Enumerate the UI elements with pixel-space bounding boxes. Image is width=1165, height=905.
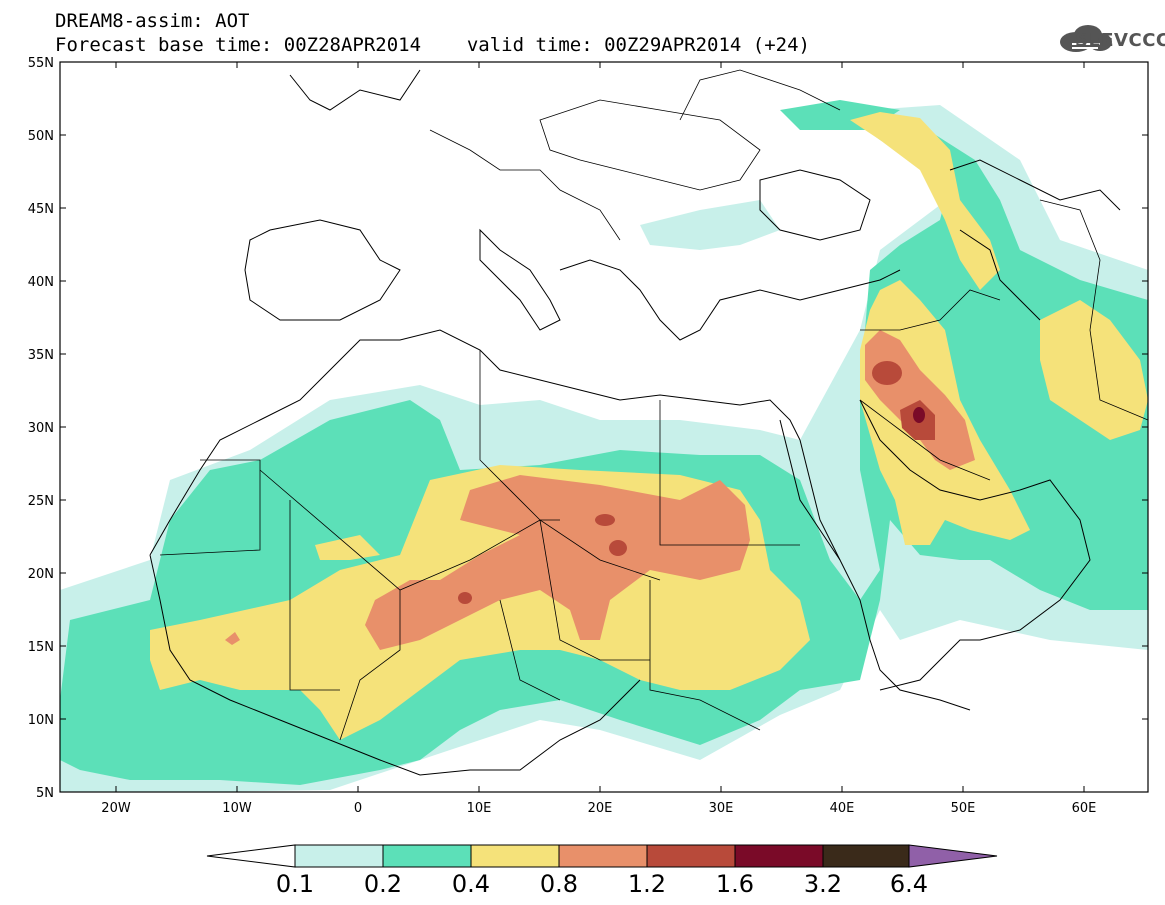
colorbar-bin-1.6-3.2 — [734, 844, 824, 868]
lon-label-20e: 20E — [588, 801, 613, 816]
logo-text: SEEVCCC — [1075, 30, 1165, 51]
valid-time: valid time: 00Z29APR2014 (+24) — [466, 34, 810, 56]
lat-label-20n: 20N — [28, 567, 54, 582]
lon-label-40e: 40E — [830, 801, 855, 816]
lon-label-20w: 20W — [101, 801, 131, 816]
lon-label-60e: 60E — [1072, 801, 1097, 816]
colorbar-label-1.2: 1.2 — [628, 870, 666, 898]
colorbar-bin-0.1-0.2 — [294, 844, 384, 868]
colorbar-label-0.2: 0.2 — [364, 870, 402, 898]
map-title: DREAM8-assim: AOT — [55, 10, 250, 32]
lon-label-50e: 50E — [951, 801, 976, 816]
colorbar-bin-0.8-1.2 — [558, 844, 648, 868]
lat-label-50n: 50N — [28, 129, 54, 144]
aot-field — [60, 62, 1148, 792]
lon-axis: 20W 10W 0 10E 20E 30E 40E 50E 60E — [101, 62, 1096, 816]
base-time: Forecast base time: 00Z28APR2014 — [55, 34, 422, 56]
lat-label-25n: 25N — [28, 494, 54, 509]
colorbar-over-triangle — [908, 844, 998, 868]
colorbar-bin-0.4-0.8 — [470, 844, 560, 868]
lat-label-15n: 15N — [28, 640, 54, 655]
colorbar: 0.1 0.2 0.4 0.8 1.2 1.6 3.2 6.4 — [206, 844, 998, 898]
colorbar-bin-0.2-0.4 — [382, 844, 472, 868]
colorbar-label-3.2: 3.2 — [804, 870, 842, 898]
colorbar-bin-1.2-1.6 — [646, 844, 736, 868]
colorbar-label-0.4: 0.4 — [452, 870, 490, 898]
lat-label-35n: 35N — [28, 348, 54, 363]
colorbar-label-0.1: 0.1 — [276, 870, 314, 898]
lon-label-10w: 10W — [222, 801, 252, 816]
lat-label-55n: 55N — [28, 56, 54, 71]
lat-label-5n: 5N — [36, 786, 54, 801]
lat-label-10n: 10N — [28, 713, 54, 728]
colorbar-label-1.6: 1.6 — [716, 870, 754, 898]
lon-label-10e: 10E — [467, 801, 492, 816]
colorbar-bin-3.2-6.4 — [822, 844, 910, 868]
colorbar-label-0.8: 0.8 — [540, 870, 578, 898]
forecast-times: Forecast base time: 00Z28APR2014 valid t… — [55, 36, 810, 55]
lat-axis: 55N 50N 45N 40N 35N 30N 25N 20N 15N 10N … — [28, 56, 1148, 801]
lon-label-0: 0 — [354, 801, 362, 816]
lat-label-40n: 40N — [28, 275, 54, 290]
lat-label-30n: 30N — [28, 421, 54, 436]
colorbar-under-triangle — [206, 844, 296, 868]
seevccc-logo-icon — [1060, 25, 1112, 52]
lat-label-45n: 45N — [28, 202, 54, 217]
country-borders — [159, 69, 1148, 741]
lon-label-30e: 30E — [709, 801, 734, 816]
colorbar-label-6.4: 6.4 — [890, 870, 928, 898]
coastlines — [149, 69, 1121, 776]
